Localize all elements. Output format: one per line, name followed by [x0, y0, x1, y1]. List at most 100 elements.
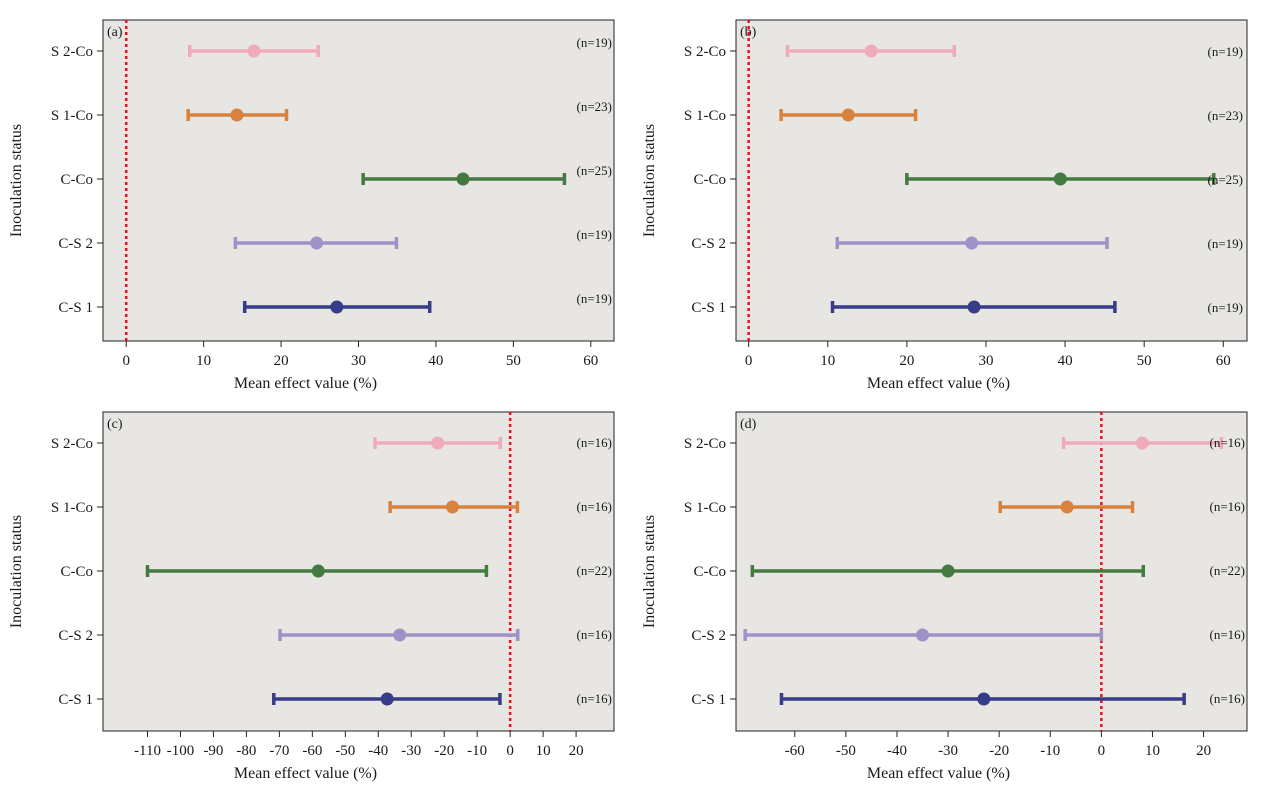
mean-point-s2-co [864, 44, 878, 58]
x-tick-label: 10 [536, 743, 551, 759]
x-tick-label: -90 [203, 743, 223, 759]
mean-point-s2-co [247, 44, 261, 58]
x-tick-label: -60 [785, 743, 805, 759]
mean-point-c-s2 [310, 236, 324, 250]
x-tick-label: 30 [351, 353, 366, 369]
x-tick-label: 60 [583, 353, 598, 369]
y-axis-title: Inoculation status [641, 515, 658, 628]
x-tick-label: 0 [506, 743, 514, 759]
sample-size-label: (n=19) [1208, 236, 1244, 251]
x-tick-label: -10 [467, 743, 487, 759]
y-axis-title: Inoculation status [8, 124, 25, 237]
panel-b: (b) 0 10 20 30 40 50 60 S 2-Co S 1-Co C-Co C-S 2 C-S… [641, 19, 1248, 392]
x-tick-label: -60 [302, 743, 322, 759]
y-tick-label: C-S 2 [691, 236, 726, 252]
x-tick-label: 50 [506, 353, 521, 369]
mean-point-c-co [456, 172, 470, 186]
mean-point-c-co [941, 564, 955, 578]
y-tick-label: C-Co [693, 172, 726, 188]
sample-size-label: (n=16) [577, 627, 613, 642]
y-tick-label: C-S 1 [58, 300, 93, 316]
y-tick-label: C-S 1 [58, 692, 93, 708]
x-tick-label: -70 [269, 743, 289, 759]
mean-point-c-s2 [965, 236, 979, 250]
panel-label: (c) [107, 417, 123, 432]
y-tick-label: S 2-Co [684, 436, 726, 452]
sample-size-label: (n=16) [1210, 435, 1246, 450]
x-tick-label: 0 [1098, 743, 1106, 759]
x-tick-label: 10 [820, 353, 835, 369]
x-tick-label: -30 [938, 743, 958, 759]
y-tick-label: C-S 2 [58, 628, 93, 644]
mean-point-c-s1 [977, 692, 991, 706]
x-tick-label: -50 [836, 743, 856, 759]
panel-label: (a) [107, 25, 123, 40]
y-tick-label: S 1-Co [684, 500, 726, 516]
mean-point-c-s2 [916, 628, 930, 642]
sample-size-label: (n=25) [577, 163, 613, 178]
x-axis-title: Mean effect value (%) [867, 375, 1010, 392]
y-tick-label: C-S 1 [691, 692, 726, 708]
y-tick-label: C-Co [693, 564, 726, 580]
y-axis-title: Inoculation status [641, 124, 658, 237]
x-tick-label: -40 [887, 743, 907, 759]
mean-point-s1-co [230, 108, 244, 122]
mean-point-c-co [1053, 172, 1067, 186]
x-tick-label: 10 [196, 353, 211, 369]
sample-size-label: (n=19) [1208, 300, 1244, 315]
mean-point-c-s1 [967, 300, 981, 314]
x-tick-label: 20 [1196, 743, 1211, 759]
y-tick-label: S 1-Co [684, 108, 726, 124]
sample-size-label: (n=23) [1208, 108, 1244, 123]
x-tick-label: 40 [1058, 353, 1073, 369]
panel-label: (b) [740, 25, 757, 40]
y-axis-title: Inoculation status [8, 515, 25, 628]
sample-size-label: (n=16) [1210, 627, 1246, 642]
x-tick-label: 20 [899, 353, 914, 369]
x-tick-label: 10 [1145, 743, 1160, 759]
x-tick-label: -80 [236, 743, 256, 759]
mean-point-c-s1 [380, 692, 394, 706]
y-tick-label: S 2-Co [51, 436, 93, 452]
x-tick-label: 30 [978, 353, 993, 369]
y-tick-label: C-Co [60, 564, 93, 580]
sample-size-label: (n=16) [1210, 499, 1246, 514]
x-tick-label: -20 [989, 743, 1009, 759]
y-tick-label: C-Co [60, 172, 93, 188]
sample-size-label: (n=19) [577, 291, 613, 306]
sample-size-label: (n=16) [577, 499, 613, 514]
y-tick-label: S 1-Co [51, 108, 93, 124]
sample-size-label: (n=22) [1210, 563, 1246, 578]
x-axis-title: Mean effect value (%) [867, 765, 1010, 782]
x-tick-label: 20 [569, 743, 584, 759]
x-axis-title: Mean effect value (%) [234, 375, 377, 392]
mean-point-s1-co [1060, 500, 1074, 514]
x-tick-label: -50 [335, 743, 355, 759]
x-tick-label: -30 [401, 743, 421, 759]
x-tick-label: -40 [368, 743, 388, 759]
x-tick-label: 20 [274, 353, 289, 369]
sample-size-label: (n=23) [577, 99, 613, 114]
mean-point-s2-co [1135, 436, 1149, 450]
x-tick-label: 50 [1137, 353, 1152, 369]
x-tick-label: -110 [134, 743, 161, 759]
y-tick-label: S 2-Co [51, 44, 93, 60]
y-tick-label: C-S 1 [691, 300, 726, 316]
panel-a: (a) 0 10 20 30 40 50 60 S 2-Co S 1-Co C-Co C-S 2 C-S… [8, 19, 615, 392]
panel-d: (d) -60 -50 -40 -30 -20 -10 0 10 20 S 2-Co S 1-Co C-… [641, 411, 1248, 782]
mean-point-c-co [311, 564, 325, 578]
x-tick-label: 0 [122, 353, 130, 369]
sample-size-label: (n=16) [577, 691, 613, 706]
panel-c: (c)-110 -100 -90 -80 -70 -60 -50 -40 -30 -20 -10 0 1… [8, 411, 615, 782]
x-tick-label: -100 [167, 743, 195, 759]
y-tick-label: C-S 2 [691, 628, 726, 644]
x-tick-label: 40 [428, 353, 443, 369]
mean-point-s1-co [445, 500, 459, 514]
mean-point-s1-co [841, 108, 855, 122]
sample-size-label: (n=22) [577, 563, 613, 578]
sample-size-label: (n=16) [577, 435, 613, 450]
sample-size-label: (n=19) [1208, 44, 1244, 59]
x-axis-title: Mean effect value (%) [234, 765, 377, 782]
mean-point-s2-co [431, 436, 445, 450]
